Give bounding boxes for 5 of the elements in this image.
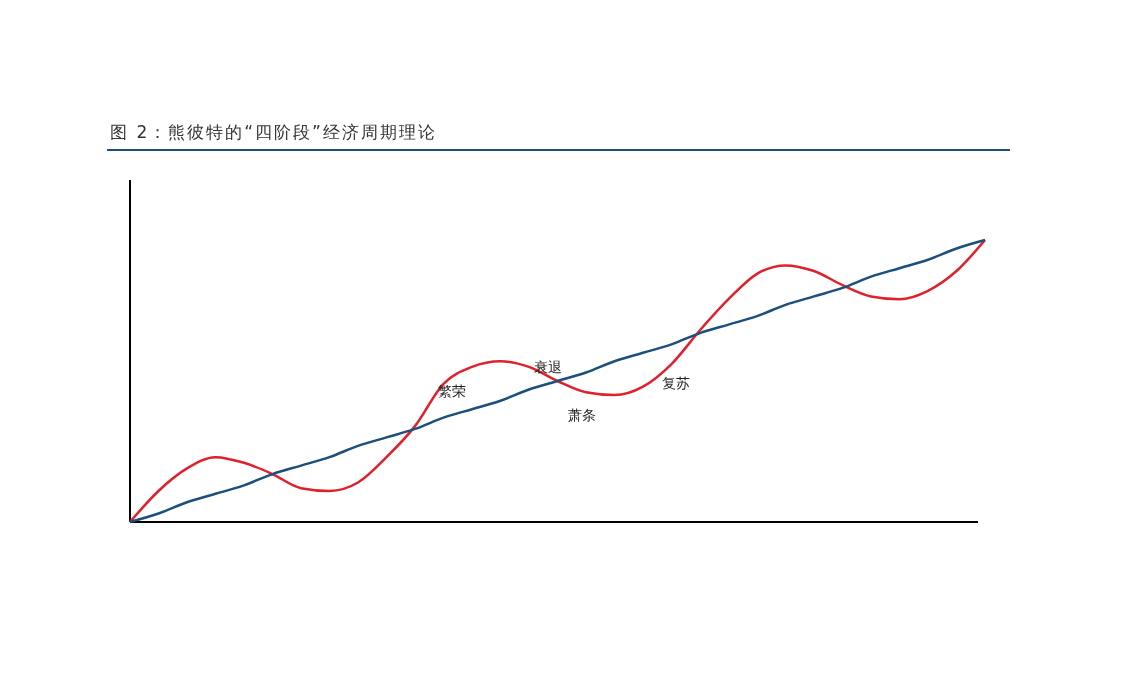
chart-title: 图 2：熊彼特的“四阶段”经济周期理论	[110, 122, 437, 142]
annotation: 复苏	[662, 375, 690, 391]
annotation: 繁荣	[438, 383, 466, 399]
annotation: 萧条	[568, 407, 596, 423]
annotation: 衰退	[534, 359, 562, 375]
